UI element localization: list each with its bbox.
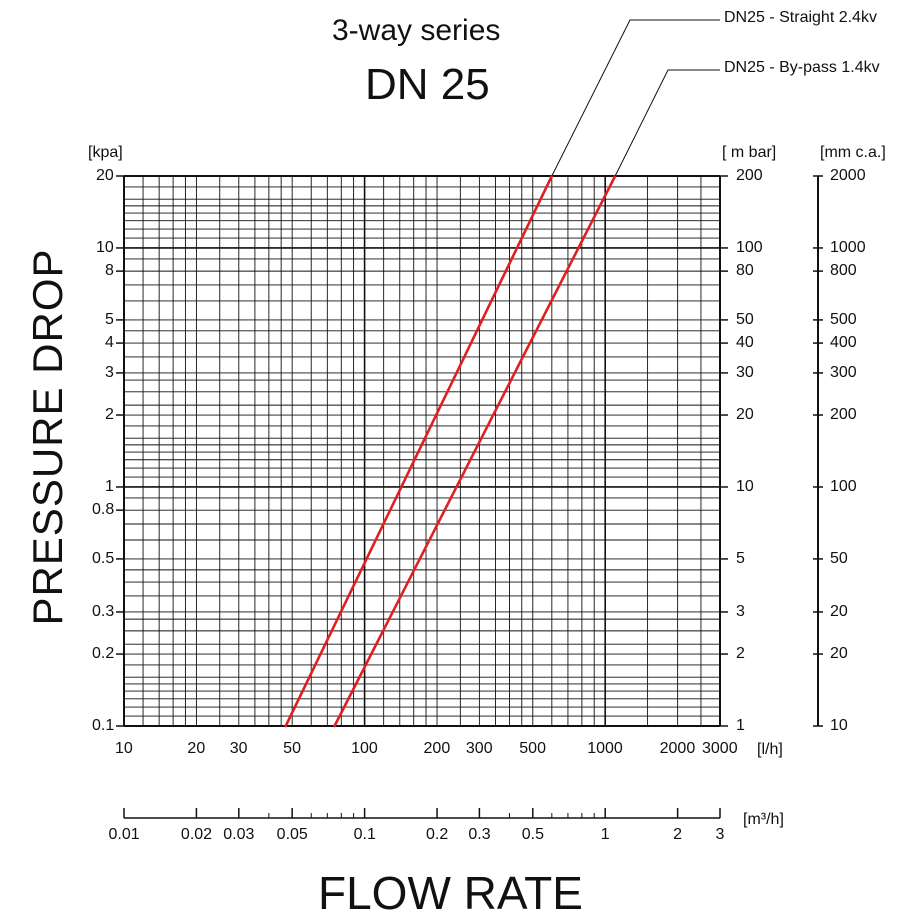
x-tick-label: 2000 [660,740,696,758]
right-tick-label: 40 [736,334,754,352]
right-tick-label: 80 [736,262,754,280]
x-tick-label: 50 [283,740,301,758]
right-tick-label: 10 [736,478,754,496]
left-tick-label: 0.8 [92,501,114,519]
right-tick-label: 3 [736,603,745,621]
m3h-tick-label: 0.3 [468,826,490,844]
chart-subtitle: DN 25 [365,60,490,110]
far-right-tick-label: 1000 [830,239,866,257]
left-tick-label: 1 [105,478,114,496]
legend-straight: DN25 - Straight 2.4kv [724,9,877,27]
chart-title: 3-way series [332,14,500,48]
right-tick-label: 30 [736,364,754,382]
left-unit-label: [kpa] [88,144,123,162]
m3h-tick-label: 0.2 [426,826,448,844]
far-right-tick-label: 2000 [830,167,866,185]
right-tick-label: 1 [736,717,745,735]
left-tick-label: 20 [96,167,114,185]
x-axis-title: FLOW RATE [318,866,583,920]
left-tick-label: 3 [105,364,114,382]
far-right-tick-label: 400 [830,334,857,352]
x-tick-label: 20 [187,740,205,758]
flow-m3h-unit-label: [m³/h] [743,811,784,829]
left-tick-label: 0.5 [92,550,114,568]
left-tick-label: 2 [105,406,114,424]
left-tick-label: 0.3 [92,603,114,621]
right-tick-label: 5 [736,550,745,568]
right-tick-label: 50 [736,311,754,329]
x-tick-label: 500 [519,740,546,758]
left-tick-label: 0.1 [92,717,114,735]
far-right-tick-label: 200 [830,406,857,424]
flow-lh-unit-label: [l/h] [757,741,783,759]
legend-bypass: DN25 - By-pass 1.4kv [724,59,880,77]
x-tick-label: 10 [115,740,133,758]
far-right-tick-label: 20 [830,603,848,621]
m3h-tick-label: 0.5 [522,826,544,844]
x-tick-label: 200 [424,740,451,758]
m3h-tick-label: 3 [716,826,725,844]
m3h-tick-label: 0.01 [109,826,140,844]
far-right-tick-label: 500 [830,311,857,329]
y-axis-title: PRESSURE DROP [24,247,72,627]
left-tick-label: 0.2 [92,645,114,663]
x-tick-label: 100 [351,740,378,758]
m3h-tick-label: 0.1 [354,826,376,844]
left-tick-label: 4 [105,334,114,352]
m3h-tick-label: 1 [601,826,610,844]
far-right-unit-label: [mm c.a.] [820,144,886,162]
far-right-tick-label: 800 [830,262,857,280]
x-tick-label: 1000 [587,740,623,758]
legend-leader-straight [552,20,720,176]
x-tick-label: 3000 [702,740,738,758]
legend-leader-bypass [615,70,720,176]
right-tick-label: 20 [736,406,754,424]
right-tick-label: 100 [736,239,763,257]
far-right-tick-label: 300 [830,364,857,382]
m3h-tick-label: 0.05 [277,826,308,844]
right-unit-label: [ m bar] [722,144,776,162]
x-tick-label: 30 [230,740,248,758]
far-right-tick-label: 100 [830,478,857,496]
far-right-tick-label: 10 [830,717,848,735]
left-tick-label: 10 [96,239,114,257]
far-right-tick-label: 20 [830,645,848,663]
left-tick-label: 8 [105,262,114,280]
left-tick-label: 5 [105,311,114,329]
m3h-tick-label: 2 [673,826,682,844]
right-tick-label: 2 [736,645,745,663]
m3h-tick-label: 0.03 [223,826,254,844]
m3h-tick-label: 0.02 [181,826,212,844]
x-tick-label: 300 [466,740,493,758]
right-tick-label: 200 [736,167,763,185]
far-right-tick-label: 50 [830,550,848,568]
